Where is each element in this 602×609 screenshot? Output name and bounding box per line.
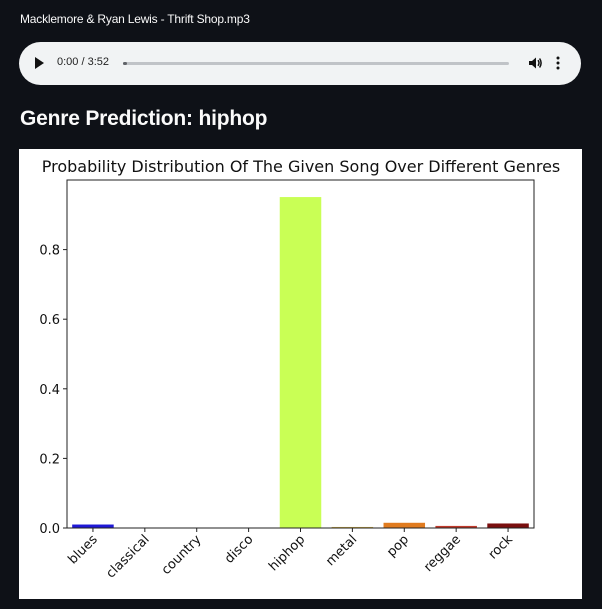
audio-file-name: Macklemore & Ryan Lewis - Thrift Shop.mp… [20, 12, 250, 26]
audio-time-display: 0:00 / 3:52 [57, 56, 109, 68]
y-tick-label-0: 0.0 [39, 522, 60, 537]
x-tick-label-blues: blues [66, 532, 101, 567]
x-tick-label-metal: metal [323, 532, 360, 569]
bar-rock [487, 523, 529, 528]
x-tick-label-classical: classical [103, 532, 152, 581]
y-axis: 0.0 0.2 0.4 0.6 0.8 [39, 244, 67, 537]
chart-svg: Probability Distribution Of The Given So… [39, 157, 561, 581]
audio-progress-fill [123, 62, 127, 65]
x-tick-label-rock: rock [486, 532, 517, 563]
x-tick-label-reggae: reggae [421, 532, 464, 575]
audio-player[interactable]: 0:00 / 3:52 [19, 42, 581, 85]
y-tick-label-3: 0.6 [39, 313, 60, 328]
x-tick-label-pop: pop [384, 532, 412, 560]
plot-frame [66, 179, 535, 529]
x-tick-label-country: country [159, 532, 205, 578]
bar-reggae [435, 525, 477, 528]
bar-blues [72, 524, 114, 528]
bar-metal [331, 526, 374, 528]
y-tick-label-2: 0.4 [39, 383, 60, 398]
more-vertical-icon[interactable] [553, 55, 563, 71]
x-tick-label-hiphop: hiphop [266, 532, 308, 574]
x-axis: blues classical country disco hiphop metal pop… [66, 528, 517, 581]
x-tick-label-disco: disco [222, 532, 256, 566]
bar-pop [383, 522, 426, 528]
audio-progress-bar[interactable] [123, 62, 509, 65]
bar-hiphop [279, 197, 322, 528]
volume-icon[interactable] [527, 55, 543, 71]
genre-prediction-heading: Genre Prediction: hiphop [20, 107, 268, 130]
chart-title: Probability Distribution Of The Given So… [42, 157, 561, 176]
y-tick-label-4: 0.8 [39, 244, 60, 259]
genre-probability-chart: Probability Distribution Of The Given So… [19, 149, 582, 599]
y-tick-label-1: 0.2 [39, 452, 60, 467]
bars-group [72, 197, 529, 528]
play-icon[interactable] [35, 57, 44, 69]
